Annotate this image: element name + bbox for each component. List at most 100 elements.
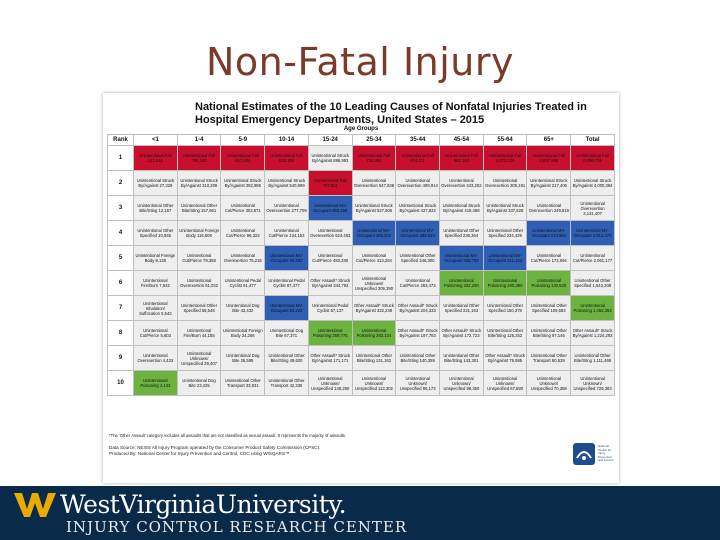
table-cell: Unintentional Poisoning 293,104: [351, 320, 397, 346]
table-cell: Unintentional Pedal Cyclist 87,477: [264, 270, 309, 296]
leading-causes-table: Rank <1 1-4 5-9 10-14 15-24 25-34 35-44 …: [107, 134, 615, 396]
data-source: Data Source: NEISS All Injury Program op…: [109, 445, 549, 457]
wv-flying-wv-logo-icon: [14, 489, 58, 523]
rank-cell: 10: [107, 370, 134, 396]
rank-cell: 7: [107, 295, 134, 321]
column-header: 25-34: [351, 134, 397, 146]
table-cell: Unintentional Struck By/Against 310,209: [176, 170, 222, 196]
table-cell: Unintentional Other Bite/Sting 140,359: [395, 345, 441, 371]
table-cell: Unintentional Poisoning 130,630: [526, 270, 572, 296]
table-row: 8 Unintentional Cut/Pierce 5,603 Unintenti…: [107, 320, 615, 346]
table-cell: Unintentional Fall 1,072,126: [482, 145, 528, 171]
table-cell: Unintentional Other Bite/Sting 157,661: [176, 195, 222, 221]
table-cell: Unintentional Poisoning 269,775: [307, 320, 353, 346]
table-cell: Unintentional Other Specified 109,583: [526, 295, 572, 321]
rank-cell: 9: [107, 345, 134, 371]
table-cell: Unintentional Overexertion 61,032: [176, 270, 222, 296]
table-cell: Unintentional Other Specified 10,935: [133, 220, 178, 246]
table-cell: Unintentional Unknown/ Unspecified 149,2…: [307, 370, 353, 396]
table-cell: Unintentional Other Bite/Sting 143,301: [439, 345, 484, 371]
table-cell: Unintentional Fall 797,811: [307, 170, 353, 196]
table-cell: Unintentional Struck By/Against 896,993: [307, 145, 353, 171]
rank-cell: 2: [107, 170, 134, 196]
table-cell: Unintentional MV-Occupant 98,500: [264, 245, 309, 271]
slide-title: Non-Fatal Injury: [206, 40, 514, 84]
table-cell: Unintentional Cut/Pierce 96,323: [220, 220, 266, 246]
table-cell: Unintentional Cut/Pierce 283,473: [395, 270, 441, 296]
table-cell: Unintentional MV-Occupant 858,159: [307, 195, 353, 221]
table-cell: Other Assault* Struck By/Against 1,224,2…: [570, 320, 615, 346]
table-cell: Unintentional Unknown/ Unspecified 29,40…: [176, 345, 222, 371]
table-cell: Unintentional Dog Bite 26,595: [220, 345, 266, 371]
table-cell: Unintentional Foreign Body 8,138: [133, 245, 178, 271]
table-cell: Unintentional Fall 674,111: [395, 145, 441, 171]
table-cell: Unintentional MV-Occupant 211,144: [482, 245, 528, 271]
table-cell: Unintentional Pedal Cyclist 61,477: [220, 270, 266, 296]
table-cell: Unintentional Fall 716,302: [351, 145, 397, 171]
rank-cell: 5: [107, 245, 134, 271]
rank-cell: 1: [107, 145, 134, 171]
table-row: 6 Unintentional Fire/Burn 7,932 Unintentio…: [107, 270, 615, 296]
column-header: Total: [570, 134, 615, 146]
table-cell: Unintentional Other Bite/Sting 49,630: [264, 345, 309, 371]
table-cell: Unintentional Overexertion 305,191: [482, 170, 528, 196]
table-cell: Unintentional Struck By/Against 337,628: [482, 195, 528, 221]
table-cell: Unintentional MV-Occupant 369,513: [395, 220, 441, 246]
table-cell: Unintentional Other Transport 42,335: [264, 370, 309, 396]
table-cell: Unintentional Fall 131,541: [133, 145, 178, 171]
table-cell: Unintentional Fall 8,396,705: [570, 145, 615, 171]
table-cell: Unintentional MV-Occupant 489,202: [351, 220, 397, 246]
column-header: 65+: [526, 134, 572, 146]
column-header: 15-24: [307, 134, 353, 146]
table-cell: Unintentional Fall 2,697,666: [526, 145, 572, 171]
table-cell: Unintentional Fall 525,193: [264, 145, 309, 171]
table-cell: Other Assault* Struck By/Against 332,249: [351, 295, 397, 321]
column-header: 35-44: [395, 134, 441, 146]
table-cell: Unintentional Cut/Pierce 2,061,177: [570, 245, 615, 271]
table-cell: Unintentional Cut/Pierce 79,358: [176, 245, 222, 271]
table-cell: Unintentional Overexertion 624,493: [307, 220, 353, 246]
table-cell: Unintentional Overexertion 499,914: [395, 170, 441, 196]
table-cell: Unintentional Struck By/Against 4,000,39…: [570, 170, 615, 196]
table-cell: Unintentional Dog Bite 67,371: [264, 320, 309, 346]
cdc-logo-icon: [573, 443, 595, 465]
table-cell: Unintentional Cut/Pierce 134,153: [264, 220, 309, 246]
table-cell: Unintentional Other Transport 33,831: [220, 370, 266, 396]
table-row: 9 Unintentional Overexertion 4,433 Uninten…: [107, 345, 615, 371]
rank-cell: 6: [107, 270, 134, 296]
rank-cell: 8: [107, 320, 134, 346]
table-cell: Unintentional Cut/Pierce 483,280: [307, 245, 353, 271]
table-cell: Unintentional Poisoning 4,133: [133, 370, 178, 396]
table-cell: Unintentional Overexertion 277,709: [264, 195, 309, 221]
column-header: <1: [133, 134, 178, 146]
table-cell: Unintentional MV-Occupant 326,793: [439, 245, 484, 271]
table-cell: Unintentional Fall 795,240: [176, 145, 222, 171]
table-cell: Unintentional Other Bite/Sting 131,162: [351, 345, 397, 371]
table-cell: Unintentional Overexertion 249,819: [526, 195, 572, 221]
table-cell: Unintentional Other Transport 80,539: [526, 345, 572, 371]
footnote: *The 'Other Assault' category includes a…: [109, 433, 347, 438]
table-cell: Unintentional Pedal Cyclist 67,137: [307, 295, 353, 321]
table-cell: Unintentional Poisoning 232,290: [439, 270, 484, 296]
table-cell: Other Assault* Struck By/Against 344,792: [307, 270, 353, 296]
table-cell: Unintentional Dog Bite 43,432: [220, 295, 266, 321]
table-cell: Unintentional Other Specified 150,378: [482, 295, 528, 321]
table-cell: Unintentional Other Bite/Sting 97,146: [526, 320, 572, 346]
table-cell: Unintentional Other Bite/Sting 125,252: [482, 320, 528, 346]
table-cell: Unintentional Poisoning 200,390: [482, 270, 528, 296]
table-cell: Unintentional Unknown/ Unspecified 309,3…: [351, 270, 397, 296]
table-cell: Unintentional Struck By/Against 217,405: [526, 170, 572, 196]
table-cell: Unintentional Other Specified 346,300: [395, 245, 441, 271]
source-line: Data Source: NEISS All Injury Program op…: [109, 445, 321, 450]
table-cell: Unintentional Other Specified 236,364: [439, 220, 484, 246]
age-groups-label: Age Groups: [343, 126, 379, 132]
table-cell: Unintentional Unknown/ Unspecified 95,17…: [395, 370, 441, 396]
table-cell: Unintentional Other Specified 58,548: [176, 295, 222, 321]
table-cell: Unintentional Unknown/ Unspecified 70,35…: [526, 370, 572, 396]
table-cell: Unintentional Cut/Pierce 173,694: [526, 245, 572, 271]
table-cell: Other Assault* Struck By/Against 172,723: [439, 320, 484, 346]
column-header: 5-9: [220, 134, 266, 146]
table-cell: Unintentional Cut/Pierce 302,671: [220, 195, 266, 221]
table-row: 4 Unintentional Other Specified 10,935 Uni…: [107, 220, 615, 246]
center-name: INJURY CONTROL RESEARCH CENTER: [66, 518, 408, 536]
